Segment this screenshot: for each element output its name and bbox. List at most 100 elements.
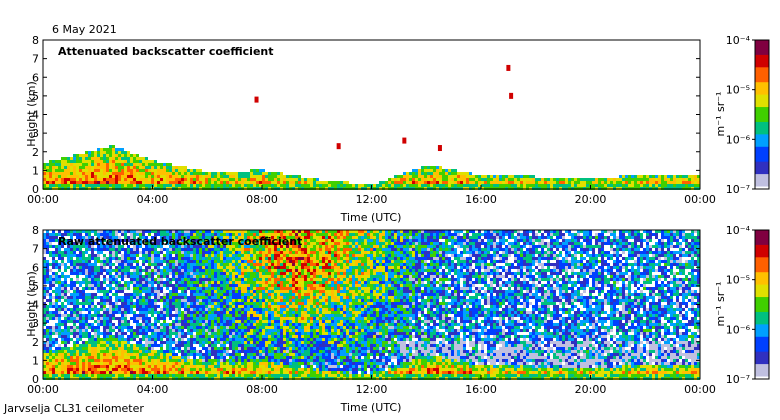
heat-cell — [55, 239, 58, 242]
heat-cell — [100, 332, 103, 335]
heat-cell — [187, 326, 190, 329]
heat-cell — [151, 166, 154, 169]
heat-cell — [142, 263, 145, 266]
heat-cell — [460, 175, 463, 178]
heat-cell — [49, 359, 52, 362]
heat-cell — [43, 320, 46, 323]
heat-cell — [151, 368, 154, 371]
heat-cell — [175, 293, 178, 296]
heat-cell — [220, 293, 223, 296]
heat-cell — [262, 233, 265, 236]
heat-cell — [151, 287, 154, 290]
heat-cell — [127, 254, 130, 257]
heat-cell — [199, 353, 202, 356]
heat-cell — [253, 248, 256, 251]
heat-cell — [142, 160, 145, 163]
heat-cell — [115, 160, 118, 163]
heat-cell — [142, 181, 145, 184]
heat-cell — [229, 329, 232, 332]
heat-cell — [550, 181, 553, 184]
heat-cell — [271, 362, 274, 365]
heat-cell — [130, 278, 133, 281]
heat-cell — [73, 317, 76, 320]
heat-cell — [691, 184, 694, 187]
heat-cell — [136, 160, 139, 163]
heat-cell — [157, 356, 160, 359]
heat-cell — [568, 181, 571, 184]
heat-cell — [181, 169, 184, 172]
heat-cell — [211, 254, 214, 257]
heat-cell — [49, 296, 52, 299]
heat-cell — [199, 287, 202, 290]
y-tick-label: 4 — [32, 109, 39, 122]
heat-cell — [49, 284, 52, 287]
heat-cell — [115, 326, 118, 329]
heat-cell — [136, 181, 139, 184]
heat-cell — [88, 359, 91, 362]
heat-cell — [280, 178, 283, 181]
heat-cell — [214, 181, 217, 184]
heat-cell — [217, 254, 220, 257]
heat-cell — [514, 184, 517, 187]
heat-cell — [76, 347, 79, 350]
heat-cell — [571, 184, 574, 187]
heat-cell — [70, 320, 73, 323]
heat-cell — [67, 178, 70, 181]
heat-cell — [562, 178, 565, 181]
heat-cell — [124, 305, 127, 308]
heat-cell — [199, 263, 202, 266]
heat-cell — [124, 323, 127, 326]
heat-cell — [220, 184, 223, 187]
heat-cell — [232, 293, 235, 296]
heat-cell — [166, 356, 169, 359]
heat-cell — [157, 172, 160, 175]
heat-cell — [670, 175, 673, 178]
heat-cell — [178, 368, 181, 371]
heat-cell — [124, 260, 127, 263]
heat-cell — [145, 163, 148, 166]
heat-cell — [418, 175, 421, 178]
heat-cell — [160, 362, 163, 365]
heat-cell — [76, 344, 79, 347]
heat-cell — [151, 314, 154, 317]
heat-cell — [652, 175, 655, 178]
heat-cell — [55, 314, 58, 317]
heat-cell — [187, 350, 190, 353]
heat-cell — [142, 178, 145, 181]
heat-cell — [124, 284, 127, 287]
heat-cell — [43, 184, 46, 187]
heat-cell — [121, 368, 124, 371]
heat-cell — [247, 284, 250, 287]
heat-cell — [169, 374, 172, 377]
heat-cell — [151, 172, 154, 175]
heat-cell — [112, 374, 115, 377]
heat-cell — [577, 178, 580, 181]
heat-cell — [433, 169, 436, 172]
heat-cell — [109, 371, 112, 374]
heat-cell — [58, 308, 61, 311]
heat-cell — [157, 269, 160, 272]
heat-cell — [286, 181, 289, 184]
heat-cell — [139, 251, 142, 254]
heat-cell — [43, 329, 46, 332]
heat-cell — [91, 239, 94, 242]
heat-cell — [259, 311, 262, 314]
heat-cell — [178, 341, 181, 344]
heat-cell — [280, 184, 283, 187]
heat-cell — [271, 371, 274, 374]
heat-cell — [196, 317, 199, 320]
heat-cell — [202, 233, 205, 236]
heat-cell — [91, 160, 94, 163]
heat-cell — [217, 290, 220, 293]
heat-cell — [298, 181, 301, 184]
heat-cell — [43, 293, 46, 296]
heat-cell — [238, 248, 241, 251]
heat-cell — [214, 230, 217, 233]
heat-cell — [109, 178, 112, 181]
heat-cell — [124, 353, 127, 356]
heat-cell — [130, 329, 133, 332]
heat-cell — [268, 230, 271, 233]
heat-cell — [520, 184, 523, 187]
heat-cell — [64, 239, 67, 242]
heat-cell — [178, 166, 181, 169]
